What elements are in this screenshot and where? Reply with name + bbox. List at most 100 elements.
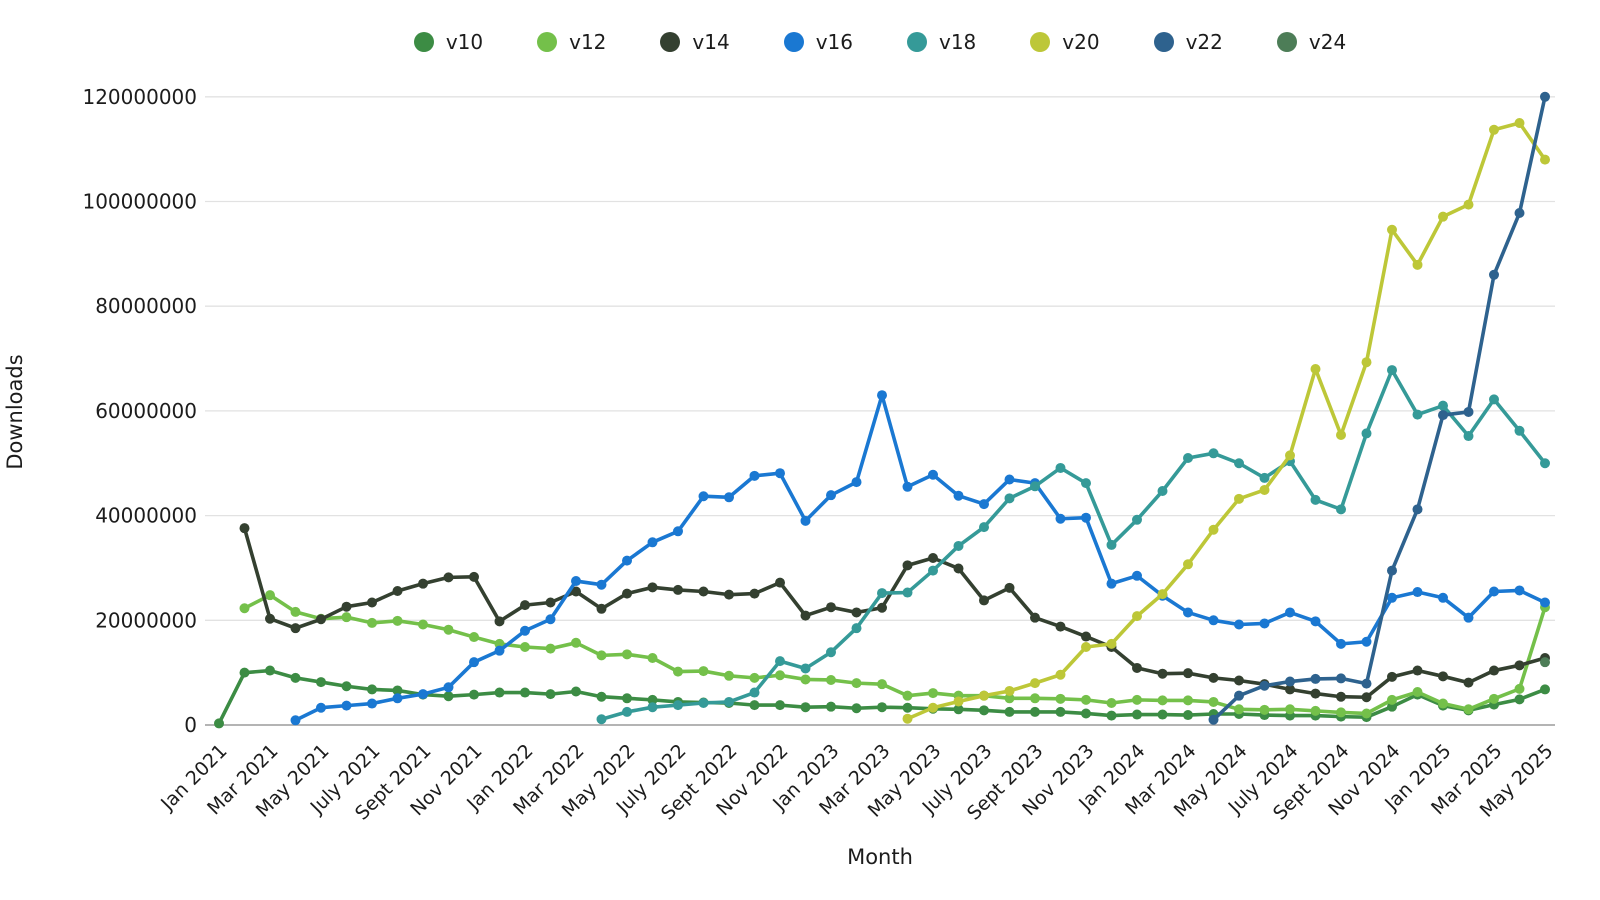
data-point-v10 bbox=[826, 701, 836, 712]
data-point-v14 bbox=[1183, 668, 1193, 679]
data-point-v14 bbox=[1489, 665, 1499, 676]
data-point-v12 bbox=[1387, 694, 1397, 705]
legend-dot-v18 bbox=[907, 32, 927, 52]
data-point-v14 bbox=[1336, 691, 1346, 702]
data-point-v16 bbox=[1438, 592, 1448, 603]
data-point-v16 bbox=[775, 468, 785, 479]
data-point-v12 bbox=[800, 674, 811, 685]
data-point-v12 bbox=[902, 690, 913, 701]
data-point-v10 bbox=[1055, 706, 1066, 717]
data-point-v18 bbox=[1259, 472, 1270, 483]
data-point-v14 bbox=[469, 571, 479, 582]
data-point-v22 bbox=[1361, 678, 1372, 689]
legend-dot-v16 bbox=[783, 32, 804, 52]
legend-label-v20: v20 bbox=[1062, 30, 1100, 54]
data-point-v14 bbox=[775, 577, 785, 588]
data-point-v10 bbox=[851, 703, 862, 714]
gridlines bbox=[205, 96, 1555, 726]
data-point-v18 bbox=[1183, 453, 1193, 464]
data-point-v18 bbox=[1055, 462, 1066, 473]
y-axis-ticks: 0 20000000 40000000 60000000 80000000 1000000… bbox=[82, 85, 197, 737]
data-point-v18 bbox=[1438, 400, 1448, 411]
data-point-v12 bbox=[1081, 694, 1091, 705]
data-point-v20 bbox=[902, 713, 913, 724]
data-point-v12 bbox=[1055, 693, 1066, 704]
data-point-v16 bbox=[443, 682, 454, 693]
data-point-v12 bbox=[596, 650, 607, 661]
data-point-v16 bbox=[979, 499, 989, 510]
data-point-v22 bbox=[1463, 406, 1474, 417]
data-point-v14 bbox=[1030, 612, 1040, 623]
data-point-v20 bbox=[1489, 124, 1499, 135]
data-point-v18 bbox=[953, 540, 964, 551]
data-point-v16 bbox=[1055, 513, 1066, 524]
data-point-v10 bbox=[749, 700, 760, 711]
data-point-v16 bbox=[749, 470, 760, 481]
data-point-v20 bbox=[1081, 641, 1091, 652]
data-point-v14 bbox=[545, 597, 556, 608]
data-point-v20 bbox=[1361, 357, 1372, 368]
data-point-v12 bbox=[647, 652, 658, 663]
data-point-v16 bbox=[1004, 474, 1015, 485]
data-point-v14 bbox=[1387, 671, 1397, 682]
data-point-v14 bbox=[596, 603, 607, 614]
y-tick-label: 40000000 bbox=[95, 504, 197, 528]
data-point-v14 bbox=[979, 595, 989, 606]
data-point-v16 bbox=[1081, 512, 1091, 523]
legend-label-v14: v14 bbox=[692, 30, 730, 54]
data-point-v12 bbox=[826, 674, 836, 685]
y-tick-label: 100000000 bbox=[82, 190, 197, 214]
data-point-v12 bbox=[1514, 683, 1525, 694]
data-point-v16 bbox=[520, 625, 530, 636]
data-point-v12 bbox=[749, 672, 760, 683]
data-point-v10 bbox=[341, 681, 352, 692]
data-point-v16 bbox=[800, 515, 811, 526]
data-point-v14 bbox=[341, 601, 352, 612]
data-point-v12 bbox=[1310, 705, 1321, 716]
data-point-v16 bbox=[647, 537, 658, 548]
data-point-v16 bbox=[1106, 578, 1117, 589]
data-point-v14 bbox=[392, 585, 403, 596]
series-v12 bbox=[239, 590, 1550, 719]
data-point-v10 bbox=[1106, 710, 1117, 721]
data-point-v14 bbox=[239, 523, 250, 534]
data-point-v12 bbox=[571, 637, 581, 648]
data-point-v16 bbox=[1208, 615, 1219, 626]
data-point-v18 bbox=[1514, 425, 1525, 436]
data-point-v12 bbox=[1336, 707, 1346, 718]
data-point-v12 bbox=[1361, 708, 1372, 719]
series-v18 bbox=[596, 365, 1550, 725]
data-point-v16 bbox=[1132, 570, 1142, 581]
data-point-v16 bbox=[1540, 597, 1550, 608]
data-point-v20 bbox=[1234, 493, 1244, 504]
data-point-v10 bbox=[979, 705, 989, 716]
data-point-v10 bbox=[1183, 710, 1193, 721]
data-point-v12 bbox=[1106, 698, 1117, 709]
data-point-v12 bbox=[469, 632, 479, 643]
data-point-v20 bbox=[1514, 117, 1525, 128]
data-point-v20 bbox=[1438, 211, 1448, 222]
data-point-v20 bbox=[1540, 154, 1550, 165]
legend-item-v24: v24 bbox=[1276, 30, 1346, 54]
data-point-v12 bbox=[1183, 695, 1193, 706]
data-point-v14 bbox=[647, 582, 658, 593]
data-point-v12 bbox=[367, 617, 377, 628]
legend-item-v10: v10 bbox=[413, 30, 483, 54]
data-point-v18 bbox=[800, 663, 811, 674]
data-point-v18 bbox=[851, 623, 862, 634]
data-point-v16 bbox=[367, 698, 377, 709]
data-point-v20 bbox=[1030, 678, 1040, 689]
data-point-v20 bbox=[1387, 224, 1397, 235]
data-point-v16 bbox=[1412, 587, 1423, 598]
data-point-v10 bbox=[800, 702, 811, 713]
data-point-v22 bbox=[1208, 714, 1219, 725]
data-point-v20 bbox=[928, 702, 938, 713]
data-point-v10 bbox=[520, 687, 530, 698]
data-point-v16 bbox=[673, 526, 683, 537]
data-point-v16 bbox=[953, 490, 964, 501]
series-v24 bbox=[1540, 657, 1550, 668]
data-point-v14 bbox=[826, 602, 836, 613]
legend-label-v16: v16 bbox=[815, 30, 853, 54]
data-point-v20 bbox=[1183, 559, 1193, 570]
y-tick-label: 120000000 bbox=[82, 85, 197, 109]
